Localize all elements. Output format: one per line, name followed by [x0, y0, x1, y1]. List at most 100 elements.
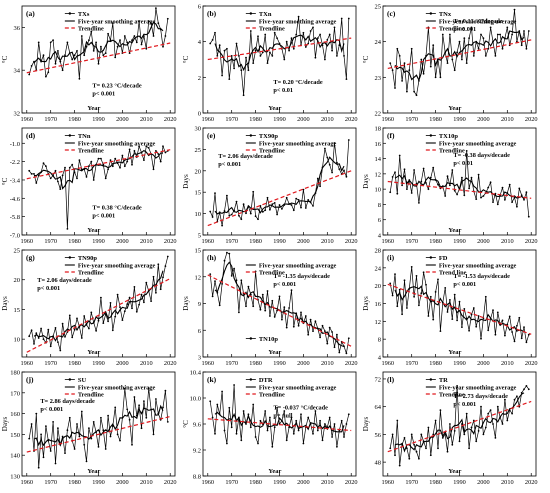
x-tick-label: 2000 — [297, 479, 310, 486]
data-point — [324, 58, 326, 61]
x-tick-label: 2020 — [525, 116, 538, 123]
data-point — [285, 40, 288, 43]
data-point — [389, 447, 392, 450]
data-point — [269, 208, 271, 211]
x-tick-label: 2020 — [164, 360, 177, 367]
data-point — [295, 419, 298, 422]
data-point — [321, 324, 324, 327]
data-point — [401, 80, 403, 82]
data-point — [413, 295, 415, 298]
panel-label: (a) — [26, 9, 35, 18]
data-point — [238, 311, 240, 314]
data-point — [461, 176, 463, 179]
data-point — [451, 443, 454, 446]
data-point — [214, 432, 216, 435]
data-point — [100, 296, 102, 299]
data-point — [49, 177, 52, 180]
data-point — [394, 273, 396, 275]
data-point — [312, 26, 314, 29]
data-point — [33, 343, 35, 345]
data-point — [410, 47, 413, 50]
data-point — [230, 213, 233, 216]
data-point — [276, 37, 278, 39]
data-point — [52, 421, 54, 423]
data-point — [446, 62, 449, 64]
legend-smooth-label: Five-year smoothing average — [439, 19, 517, 26]
legend-trend-label: Trendline — [259, 270, 285, 277]
data-point — [221, 283, 224, 285]
x-tick-label: 1970 — [44, 116, 57, 123]
data-point — [331, 331, 333, 333]
data-point — [264, 309, 267, 312]
data-point — [64, 452, 66, 454]
data-point — [480, 196, 482, 199]
data-point — [162, 406, 164, 409]
data-point — [408, 457, 411, 460]
data-point — [109, 302, 112, 304]
data-point — [513, 8, 516, 11]
data-point — [261, 211, 264, 213]
smoothing-average-line — [394, 174, 525, 199]
data-point — [336, 55, 338, 57]
data-point — [264, 33, 267, 36]
y-tick-label: 8 — [378, 337, 381, 344]
data-point — [249, 30, 252, 32]
data-point — [326, 342, 329, 345]
data-point — [66, 41, 69, 44]
data-point — [453, 430, 456, 432]
data-point — [57, 180, 59, 183]
data-point — [406, 447, 408, 450]
y-tick-label: 48 — [375, 460, 382, 467]
data-point — [420, 180, 423, 183]
data-point — [49, 345, 52, 348]
data-point — [312, 330, 314, 332]
y-tick-label: 8.8 — [193, 474, 201, 481]
data-point — [518, 187, 521, 190]
data-point — [324, 147, 326, 150]
data-point — [45, 425, 47, 427]
x-tick-label: 2020 — [164, 116, 177, 123]
data-point — [54, 462, 57, 465]
data-point — [140, 293, 143, 296]
x-tick-label: 2010 — [501, 238, 514, 245]
y-tick-label: 4 — [378, 355, 382, 362]
trend-annotation: T= 2.06 days/decade — [37, 277, 92, 284]
y-tick-label: 4 — [198, 39, 202, 46]
legend-series-label: FD — [439, 255, 448, 262]
x-tick-label: 1970 — [225, 479, 238, 486]
data-point — [152, 35, 155, 37]
trend-line — [207, 37, 352, 61]
data-point — [68, 416, 71, 419]
x-tick-label: 1980 — [68, 238, 81, 245]
data-point — [523, 30, 525, 32]
data-point — [80, 410, 83, 413]
data-point — [107, 320, 109, 323]
data-point — [83, 315, 86, 317]
data-point — [111, 22, 114, 24]
legend-trend-label: Trendline — [439, 148, 465, 155]
data-point — [427, 188, 430, 191]
data-point — [449, 423, 451, 425]
data-point — [157, 263, 160, 266]
data-point — [30, 329, 33, 332]
data-point — [290, 289, 293, 291]
data-point — [444, 195, 447, 197]
data-point — [238, 214, 240, 217]
x-axis-label: Year — [268, 105, 281, 112]
data-point — [235, 200, 238, 203]
data-point — [437, 278, 439, 281]
smoothing-average-line — [33, 270, 164, 342]
x-tick-label: 1970 — [225, 116, 238, 123]
trend-line — [387, 180, 532, 199]
data-point — [119, 306, 121, 308]
data-point — [283, 410, 286, 412]
data-point — [249, 426, 252, 429]
x-tick-label: 1980 — [429, 116, 442, 123]
data-point — [68, 314, 71, 317]
legend-series-label: TNx — [439, 11, 452, 18]
data-point — [57, 50, 59, 52]
data-point — [76, 50, 78, 52]
y-tick-label: 22 — [375, 111, 382, 118]
data-point — [54, 169, 57, 172]
data-point — [472, 307, 475, 309]
